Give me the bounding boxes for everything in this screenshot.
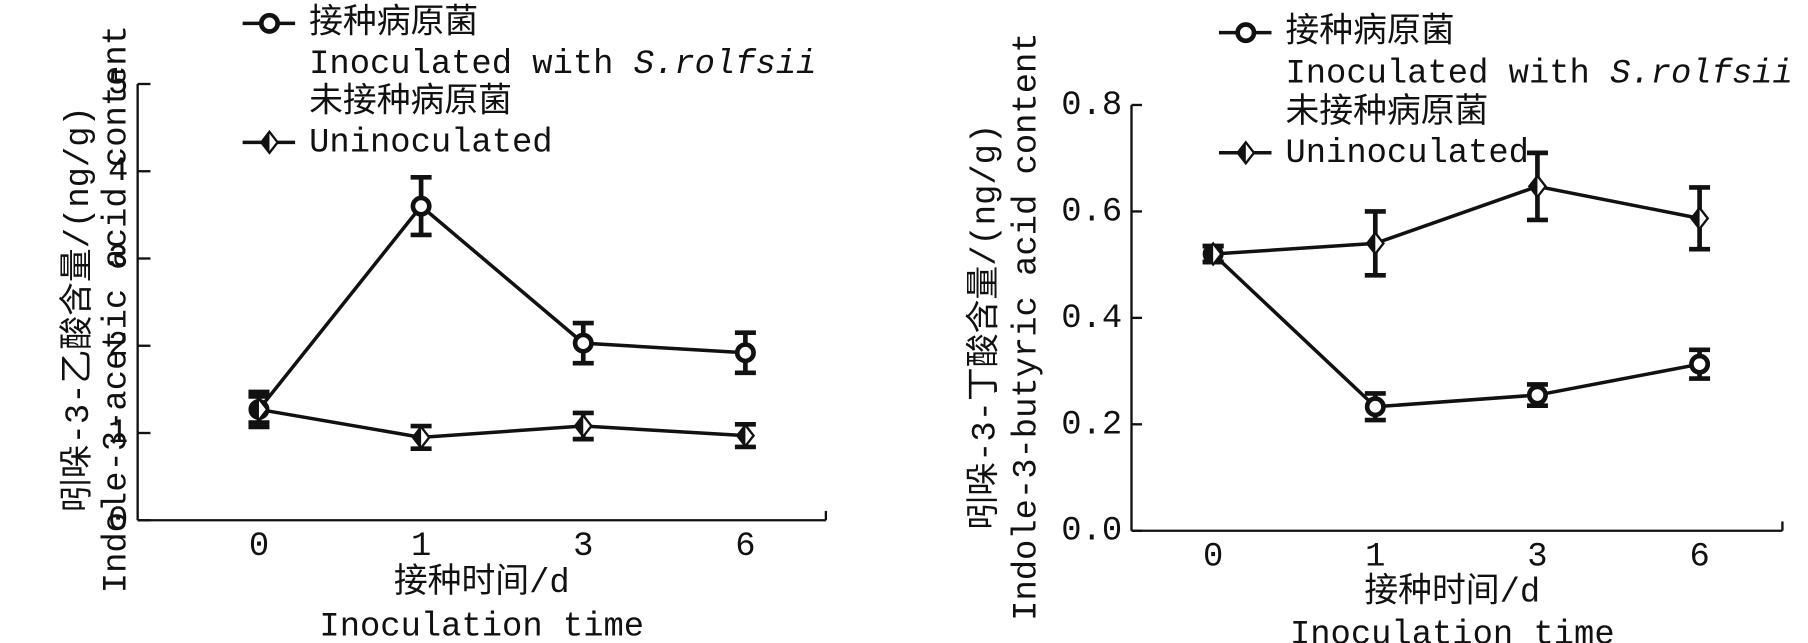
marker-half (1529, 175, 1538, 197)
marker-half (737, 425, 746, 447)
x-tick-label: 3 (1527, 538, 1547, 576)
marker-half (1691, 207, 1700, 229)
x-axis-label: 接种时间/d (394, 563, 570, 603)
y-tick-label: 0 (108, 502, 128, 540)
series-line (1211, 252, 1700, 409)
marker-half (1204, 243, 1214, 265)
marker-half (1237, 142, 1246, 164)
y-tick-label: 0.0 (1061, 513, 1122, 551)
x-tick-label: 0 (1203, 538, 1223, 576)
marker (1364, 396, 1386, 418)
y-tick-label: 5 (108, 66, 128, 104)
marker (572, 332, 594, 354)
legend-label-en: Uninoculated (309, 124, 553, 162)
marker-half (575, 415, 584, 437)
marker (258, 12, 280, 34)
chart: 0 1 2 3 4 5 0 1 3 6 吲哚-3-乙酸含量/(ng/g) Indole-3-aceti… (58, 2, 828, 643)
legend-label-en: Uninoculated (1285, 135, 1529, 173)
marker-half (1367, 232, 1376, 254)
marker-half (261, 131, 270, 153)
x-tick-label: 6 (735, 528, 755, 566)
y-tick-label: 4 (108, 153, 128, 191)
x-axis-label: Inoculation time (319, 608, 644, 643)
x-tick-label: 1 (1365, 538, 1385, 576)
legend-label: 接种病原菌 (1285, 12, 1454, 53)
y-axis-label: 吲哚-3-丁酸含量/(ng/g) (965, 124, 1006, 530)
legend-label-en-text: Uninoculated (309, 124, 553, 162)
legend-label: 未接种病原菌 (309, 82, 512, 123)
marker (1689, 353, 1711, 375)
marker-half (250, 398, 259, 420)
x-tick-label: 3 (573, 528, 593, 566)
series-line (258, 407, 746, 440)
legend-label: 接种病原菌 (309, 2, 478, 43)
x-tick-label: 1 (411, 528, 431, 566)
figure-content: 0 1 2 3 4 5 0 1 3 6 吲哚-3-乙酸含量/(ng/g) Indole-3-aceti… (58, 2, 1793, 643)
legend-label-en-text: Inoculated with (309, 46, 613, 84)
series-line (1213, 184, 1700, 256)
y-tick-label: 0.4 (1061, 300, 1122, 338)
legend-label-en-text: Inoculated with (1285, 55, 1589, 93)
legend-label-en-text: Uninoculated (1285, 135, 1529, 173)
legend-label: 未接种病原菌 (1285, 92, 1488, 133)
y-tick-label: 1 (108, 415, 128, 453)
marker (1235, 22, 1257, 44)
legend-label-species: S.rolfsii (634, 46, 817, 84)
legend-label-species: S.rolfsii (1610, 55, 1793, 93)
y-tick-label: 3 (108, 240, 128, 278)
y-axis-label: Indole-3-butyric acid content (1008, 32, 1046, 620)
y-axis-label: 吲哚-3-乙酸含量/(ng/g) (58, 106, 99, 512)
marker (410, 195, 432, 217)
legend-label-en: Inoculated with S.rolfsii (309, 46, 816, 84)
y-tick-label: 2 (108, 328, 128, 366)
y-axis-label: Indole-3-acetic acid content (99, 25, 137, 593)
marker (734, 342, 756, 364)
y-tick-label: 0.2 (1061, 406, 1122, 444)
marker (1526, 384, 1548, 406)
x-axis-label: Inoculation time (1290, 617, 1615, 643)
series-line (257, 203, 746, 411)
marker-half (412, 426, 422, 448)
y-tick-label: 0.8 (1061, 87, 1122, 125)
legend-label-en: Inoculated with S.rolfsii (1285, 55, 1792, 93)
y-tick-label: 0.6 (1061, 193, 1122, 231)
x-axis-label: 接种时间/d (1364, 573, 1540, 613)
x-tick-label: 0 (249, 528, 269, 566)
chart: 0.0 0.2 0.4 0.6 0.8 0 1 3 6 吲哚-3-丁酸含量/(ng/g) Indol… (965, 12, 1793, 643)
x-tick-label: 6 (1689, 538, 1709, 576)
